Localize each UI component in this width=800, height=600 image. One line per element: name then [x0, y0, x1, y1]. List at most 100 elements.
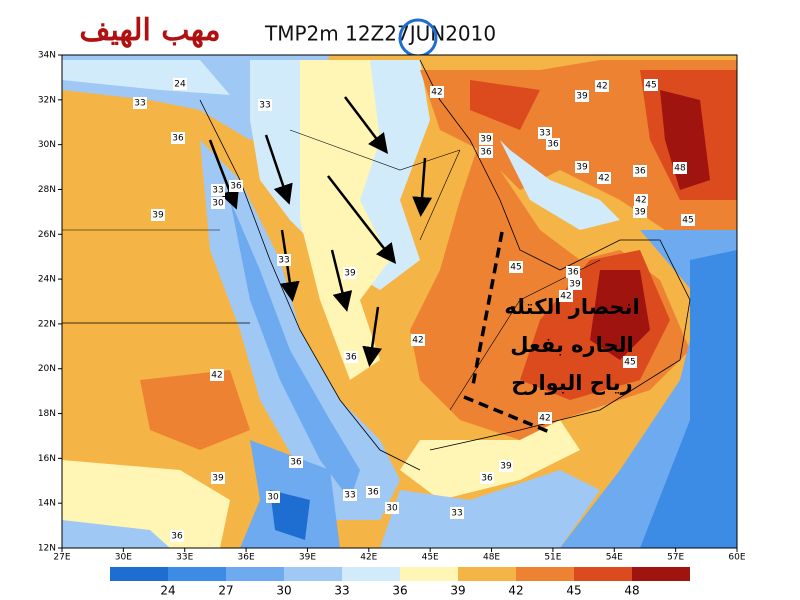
- contour-label-bg: [450, 507, 464, 519]
- lat-label: 24N: [38, 275, 56, 285]
- colorbar-box: [516, 567, 574, 581]
- contour-label: 42: [431, 88, 442, 98]
- contour-label: 39: [576, 163, 588, 173]
- contour-label-bg: [343, 267, 357, 279]
- colorbar-label: 45: [566, 584, 581, 598]
- contour-label-bg: [289, 456, 303, 468]
- lat-label: 18N: [38, 409, 56, 419]
- contour-label-bg: [258, 99, 272, 111]
- contour-label: 42: [539, 414, 550, 424]
- colorbar-label: 39: [450, 584, 465, 598]
- contour-label-bg: [575, 161, 589, 173]
- contour-label: 39: [212, 474, 224, 484]
- lat-label: 12N: [38, 544, 56, 554]
- contour-label: 39: [569, 280, 581, 290]
- contour-label-bg: [480, 472, 494, 484]
- contour-label-bg: [644, 79, 658, 91]
- contour-label-bg: [385, 502, 399, 514]
- contour-label-bg: [595, 80, 609, 92]
- contour-label-bg: [633, 165, 647, 177]
- lat-label: 34N: [38, 51, 56, 61]
- contour-label: 39: [634, 208, 646, 218]
- contour-label-bg: [509, 261, 523, 273]
- contour-label: 39: [152, 211, 164, 221]
- lat-label: 26N: [38, 230, 56, 240]
- contour-label-bg: [568, 278, 582, 290]
- lat-label: 30N: [38, 140, 56, 150]
- axes: 12N 14N 16N 18N 20N 22N 24N 26N 28N 30N 32N 34N 27E 3…: [38, 51, 746, 563]
- contour-label-bg: [566, 266, 580, 278]
- contour-label: 36: [567, 268, 579, 278]
- lon-label: 27E: [53, 553, 70, 563]
- colorbar-box: [574, 567, 632, 581]
- contour-label: 30: [267, 493, 279, 503]
- contour-label-bg: [211, 472, 225, 484]
- lon-label: 33E: [176, 553, 193, 563]
- contour-label: 39: [344, 269, 356, 279]
- lon-label: 30E: [115, 553, 132, 563]
- contour-label-bg: [673, 162, 687, 174]
- contour-label: 45: [624, 358, 635, 368]
- contour-label-bg: [479, 133, 493, 145]
- contour-label: 42: [635, 196, 646, 206]
- model-title: TMP2m 12Z27JUN2010: [264, 22, 496, 46]
- lat-label: 28N: [38, 185, 56, 195]
- colorbar-label: 33: [334, 584, 349, 598]
- contour-label-bg: [538, 412, 552, 424]
- contour-label-bg: [546, 138, 560, 150]
- lon-label: 36E: [238, 553, 255, 563]
- annotation-line: رياح البوارح: [511, 371, 633, 395]
- contour-label: 39: [576, 92, 588, 102]
- lat-label: 22N: [38, 319, 56, 329]
- contour-label: 33: [344, 491, 355, 501]
- colorbar-box: [400, 567, 458, 581]
- contour-label-bg: [430, 86, 444, 98]
- colorbar-box: [284, 567, 342, 581]
- contour-label: 36: [171, 532, 183, 542]
- lon-label: 48E: [483, 553, 500, 563]
- contour-label: 36: [290, 458, 302, 468]
- contour-label: 45: [510, 263, 521, 273]
- colorbar-label: 30: [276, 584, 291, 598]
- contour-label: 36: [547, 140, 559, 150]
- contour-label: 42: [560, 292, 571, 302]
- contour-label: 36: [480, 148, 492, 158]
- lon-label: 51E: [544, 553, 561, 563]
- arabic-title: مهب الهيف: [79, 13, 220, 48]
- lat-label: 14N: [38, 499, 56, 509]
- contour-label-bg: [634, 194, 648, 206]
- contour-label-bg: [411, 334, 425, 346]
- contour-label-bg: [211, 197, 225, 209]
- contour-label-bg: [633, 206, 647, 218]
- lon-label: 54E: [606, 553, 623, 563]
- colorbar-label: 36: [392, 584, 407, 598]
- lon-label: 60E: [728, 553, 745, 563]
- contour-label: 33: [278, 256, 289, 266]
- contour-label: 39: [480, 135, 492, 145]
- dashed-box: [463, 231, 553, 435]
- lon-label: 42E: [360, 553, 377, 563]
- contour-label-bg: [344, 351, 358, 363]
- lon-label: 45E: [422, 553, 439, 563]
- contour-label: 36: [230, 182, 242, 192]
- contour-label-bg: [499, 460, 513, 472]
- contour-label-bg: [277, 254, 291, 266]
- colorbar-box: [458, 567, 516, 581]
- contour-label: 33: [259, 101, 270, 111]
- colorbar: 24 27 30 33 36 39 42 45 48: [110, 567, 690, 598]
- colorbar-label: 48: [624, 584, 639, 598]
- colorbar-box: [342, 567, 400, 581]
- contour-label: 48: [674, 164, 686, 174]
- contour-label: 42: [211, 371, 222, 381]
- contour-label-bg: [366, 486, 380, 498]
- contour-label-bg: [229, 180, 243, 192]
- contour-label-bg: [170, 530, 184, 542]
- contour-label-bg: [479, 146, 493, 158]
- contour-label-bg: [266, 491, 280, 503]
- contour-label-bg: [681, 214, 695, 226]
- map-frame: [61, 54, 738, 549]
- contour-label: 42: [412, 336, 423, 346]
- contour-label: 39: [500, 462, 512, 472]
